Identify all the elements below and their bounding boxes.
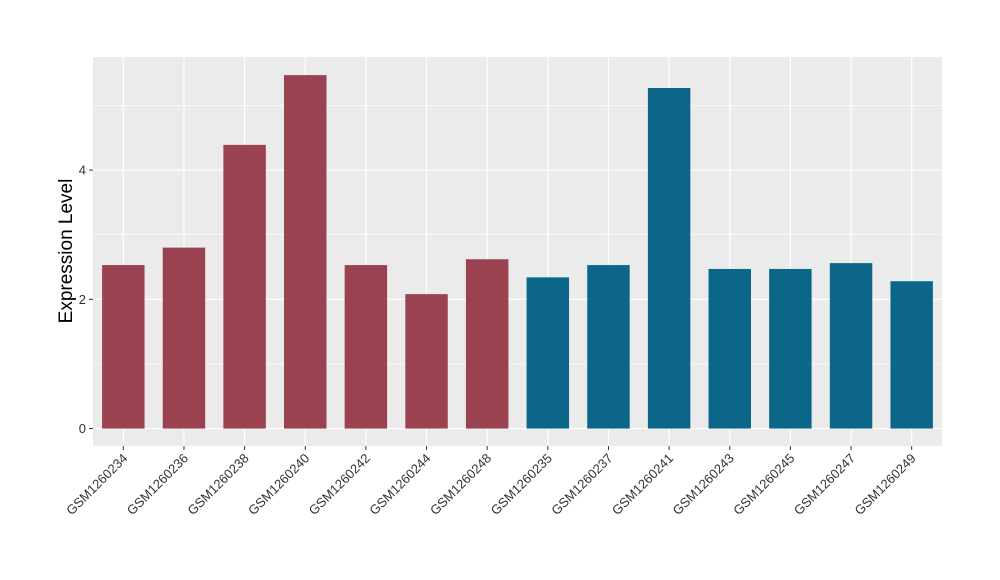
bar-GSM1260235 [526, 277, 570, 429]
x-tick-label: GSM1260244 [366, 451, 433, 518]
x-tick-label: GSM1260242 [306, 451, 373, 518]
bar-GSM1260243 [708, 268, 751, 429]
x-axis: GSM1260234GSM1260236GSM1260238GSM1260240… [63, 446, 919, 518]
bar-GSM1260238 [223, 144, 266, 429]
bar-GSM1260247 [829, 263, 873, 429]
x-tick-label: GSM1260247 [791, 451, 858, 518]
plot-panel [93, 57, 942, 446]
y-tick-label: 2 [79, 292, 86, 307]
bar-GSM1260237 [587, 265, 630, 429]
bar-GSM1260248 [465, 259, 509, 429]
bar-GSM1260240 [284, 75, 327, 429]
bar-GSM1260245 [769, 268, 812, 429]
x-tick-label: GSM1260248 [427, 451, 494, 518]
x-tick-label: GSM1260237 [548, 451, 615, 518]
bar-GSM1260241 [647, 88, 691, 429]
bars [102, 75, 933, 429]
bar-GSM1260236 [162, 247, 206, 429]
x-tick-label: GSM1260243 [670, 451, 737, 518]
bar-GSM1260244 [405, 294, 448, 429]
x-tick-label: GSM1260234 [63, 451, 130, 518]
bar-GSM1260242 [344, 265, 388, 429]
x-tick-label: GSM1260235 [488, 451, 555, 518]
x-tick-label: GSM1260241 [609, 451, 676, 518]
y-axis: 0 2 4 [79, 163, 93, 436]
x-tick-label: GSM1260236 [124, 451, 191, 518]
bar-GSM1260249 [890, 281, 933, 429]
x-tick-label: GSM1260240 [245, 451, 312, 518]
x-tick-label: GSM1260238 [184, 451, 251, 518]
bar-GSM1260234 [102, 265, 145, 429]
y-axis-label: Expression Level [56, 179, 77, 324]
x-tick-label: GSM1260245 [730, 451, 797, 518]
y-tick-label: 0 [79, 421, 86, 436]
y-tick-label: 4 [79, 163, 86, 178]
x-tick-label: GSM1260249 [851, 451, 918, 518]
